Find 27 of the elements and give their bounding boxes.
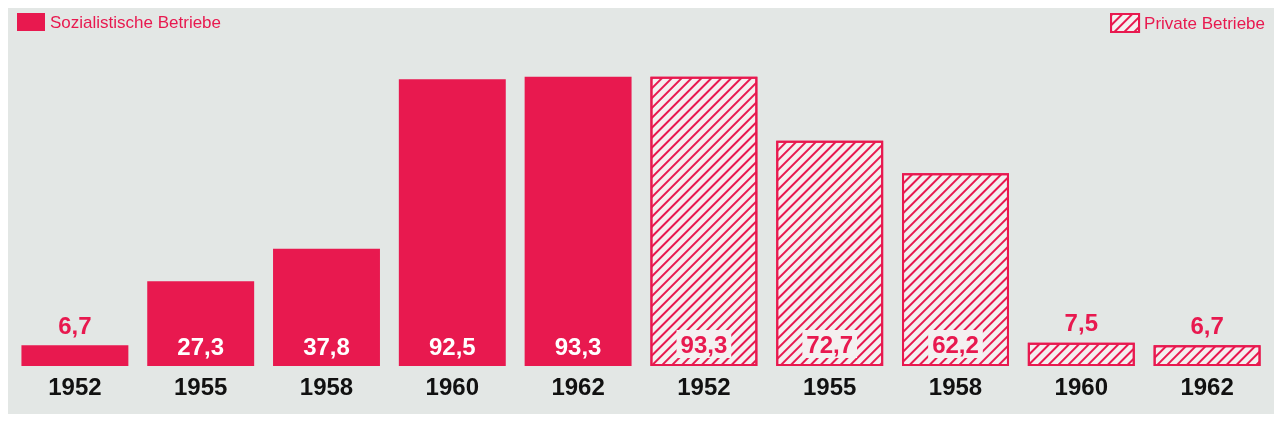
data-label: 72,7: [806, 330, 854, 358]
x-tick-label: 1960: [1054, 372, 1108, 400]
data-label: 37,8: [303, 332, 350, 360]
x-tick-label: 1955: [174, 372, 228, 400]
data-label: 92,5: [428, 332, 476, 360]
x-tick-label: 1962: [551, 372, 605, 400]
bar: [273, 248, 380, 366]
bar: [21, 345, 129, 366]
data-label: 62,2: [932, 330, 979, 358]
x-tick-label: 1960: [425, 372, 479, 400]
x-tick-label: 1955: [803, 372, 857, 400]
x-tick-label: 1962: [1180, 372, 1234, 400]
x-tick-label: 1952: [677, 372, 731, 400]
legend-label: Private Betriebe: [1144, 13, 1265, 33]
bar: [398, 79, 506, 366]
data-label: 7,5: [1064, 309, 1098, 337]
x-tick-label: 1958: [928, 372, 983, 400]
data-label: 6,7: [1190, 311, 1224, 339]
bar: [524, 76, 632, 366]
legend-label: Sozialistische Betriebe: [50, 12, 222, 32]
data-label: 27,3: [177, 332, 225, 360]
bar: [147, 281, 255, 366]
data-label: 6,7: [58, 311, 92, 339]
x-tick-label: 1952: [48, 372, 102, 400]
data-label: 93,3: [554, 332, 602, 360]
data-label: 93,3: [680, 330, 728, 358]
x-tick-label: 1958: [299, 372, 354, 400]
